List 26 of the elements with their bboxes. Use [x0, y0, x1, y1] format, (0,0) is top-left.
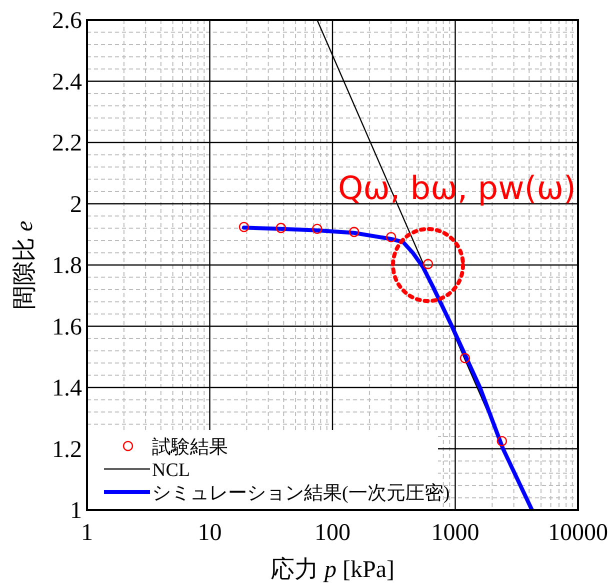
y-tick-label: 2.4	[52, 69, 82, 96]
y-tick-label: 1.8	[52, 253, 82, 279]
point	[496, 436, 508, 446]
x-axis-title: 応力 p [kPa]	[270, 556, 394, 583]
y-tick-label: 1	[70, 498, 82, 524]
y-tick-label: 1.2	[52, 436, 82, 463]
y-tick-label: 2.2	[52, 130, 82, 156]
x-tick-label: 10000	[548, 520, 608, 546]
y-axis-title: 間隙比 e	[12, 220, 38, 310]
y-tick-label: 2	[70, 192, 82, 218]
legend-label: シミュレーション結果(一次元圧密)	[152, 482, 450, 504]
y-tick-label: 2.6	[52, 8, 82, 34]
point	[422, 258, 434, 270]
point	[348, 226, 360, 238]
point	[460, 352, 470, 364]
legend-label: NCL	[152, 460, 190, 481]
x-tick-label: 1000	[431, 520, 480, 546]
point	[312, 224, 322, 234]
legend-label: 試験結果	[152, 437, 228, 458]
x-tick-label: 10	[198, 520, 222, 546]
point	[386, 232, 396, 242]
point	[276, 222, 286, 234]
y-tick-label: 1.4	[52, 376, 82, 402]
point	[238, 222, 250, 232]
y-tick-label: 1.6	[52, 314, 82, 340]
x-tick-label: 100	[314, 520, 350, 546]
